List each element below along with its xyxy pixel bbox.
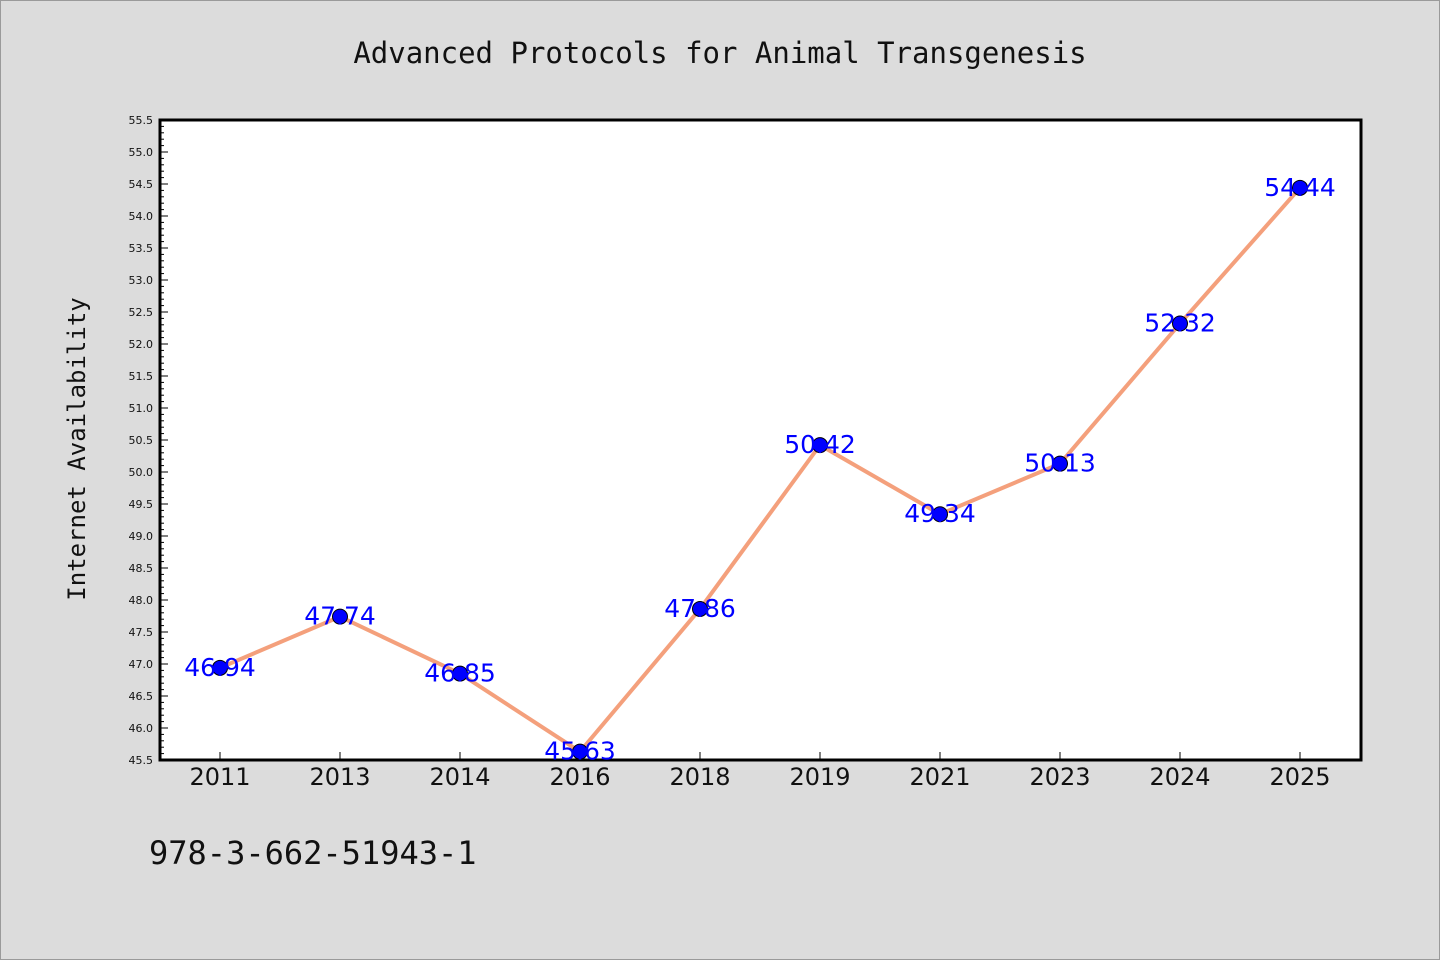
series-line-group — [212, 179, 1308, 760]
y-tick-label: 47.0 — [129, 658, 154, 671]
data-point — [1292, 179, 1308, 196]
data-point — [332, 608, 348, 625]
data-label: 47.74 — [304, 602, 376, 631]
data-label: 54.44 — [1264, 173, 1336, 202]
data-point — [932, 506, 948, 523]
y-tick-label: 52.5 — [129, 306, 154, 319]
x-tick-label: 2011 — [189, 763, 250, 791]
x-tick-label: 2021 — [909, 763, 970, 791]
x-tick-label: 2025 — [1269, 763, 1330, 791]
y-tick-label: 52.0 — [129, 338, 154, 351]
x-tick-label: 2014 — [429, 763, 490, 791]
data-labels: 46.94 47.74 46.85 45.63 47.86 50.42 49.34 50.13… — [184, 173, 1336, 766]
data-label: 50.13 — [1024, 449, 1096, 478]
data-label: 45.63 — [544, 737, 616, 766]
y-tick-label: 51.5 — [129, 370, 154, 383]
y-tick-label: 48.0 — [129, 594, 154, 607]
y-tick-label: 54.0 — [129, 210, 154, 223]
data-point — [452, 665, 468, 682]
y-tick-label: 49.0 — [129, 530, 154, 543]
plot-area — [158, 118, 1363, 762]
x-tick-label: 2019 — [789, 763, 850, 791]
series-line — [219, 186, 1302, 754]
data-label: 50.42 — [784, 430, 856, 459]
x-tick-label: 2016 — [549, 763, 610, 791]
isbn-footer: 978-3-662-51943-1 — [149, 834, 477, 872]
data-point — [1172, 315, 1188, 332]
y-axis-label: Internet Availability — [63, 297, 91, 600]
data-label: 46.94 — [184, 653, 256, 682]
y-tick-label: 46.0 — [129, 722, 154, 735]
y-tick-label: 51.0 — [129, 402, 154, 415]
data-label: 46.85 — [424, 659, 496, 688]
data-label: 47.86 — [664, 594, 736, 623]
data-point — [572, 743, 588, 760]
y-tick-label: 47.5 — [129, 626, 154, 639]
data-point — [1052, 455, 1068, 472]
y-tick-label: 46.5 — [129, 690, 154, 703]
x-tick-label: 2023 — [1029, 763, 1090, 791]
x-tick-label: 2024 — [1149, 763, 1210, 791]
y-axis: 45.5 46.0 46.5 47.0 47.5 48.0 48.5 49.0 49.5 50.0… — [129, 114, 168, 767]
y-tick-label: 55.5 — [129, 114, 154, 127]
y-tick-label: 50.5 — [129, 434, 154, 447]
y-tick-label: 45.5 — [129, 754, 154, 767]
y-tick-label: 49.5 — [129, 498, 154, 511]
y-tick-label: 53.5 — [129, 242, 154, 255]
data-label: 49.34 — [904, 499, 976, 528]
chart-title: Advanced Protocols for Animal Transgenes… — [353, 36, 1086, 70]
data-label: 52.32 — [1144, 309, 1216, 338]
x-axis: 2011 2013 2014 2016 2018 2019 2021 2023 2024 2025 — [189, 752, 1331, 791]
y-tick-label: 48.5 — [129, 562, 154, 575]
x-tick-label: 2013 — [309, 763, 370, 791]
y-tick-label: 54.5 — [129, 178, 154, 191]
y-tick-label: 53.0 — [129, 274, 154, 287]
data-point — [692, 600, 708, 617]
data-point — [212, 659, 228, 676]
y-tick-label: 50.0 — [129, 466, 154, 479]
x-tick-label: 2018 — [669, 763, 730, 791]
y-tick-label: 55.0 — [129, 146, 154, 159]
data-point — [812, 437, 828, 454]
